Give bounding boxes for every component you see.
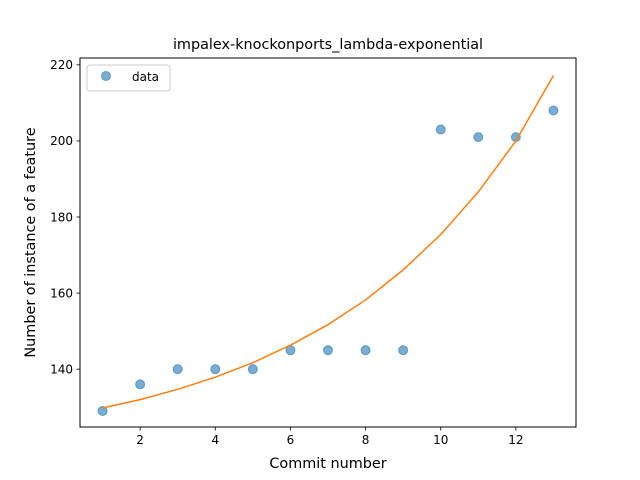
x-tick-label: 2 <box>136 433 144 447</box>
plot-area <box>97 75 559 417</box>
data-point <box>473 132 484 143</box>
data-point <box>135 379 146 390</box>
y-tick-label: 160 <box>50 286 73 300</box>
legend: data <box>86 64 171 92</box>
fit-line <box>102 75 555 409</box>
legend-marker-data <box>101 71 111 81</box>
data-point <box>398 345 409 356</box>
data-point <box>435 124 446 135</box>
x-tick-label: 12 <box>508 433 523 447</box>
y-tick-label: 140 <box>50 362 73 376</box>
y-tick-label: 180 <box>50 210 73 224</box>
data-point <box>172 364 183 375</box>
y-axis-label: Number of instance of a feature <box>23 127 39 357</box>
x-tick-label: 8 <box>362 433 370 447</box>
data-point <box>210 364 221 375</box>
axis-ticks: 2 4 6 8 10 12 140 160 180 200 220 <box>50 58 523 447</box>
data-point <box>97 406 108 417</box>
y-tick-label: 200 <box>50 134 73 148</box>
x-tick-label: 4 <box>211 433 219 447</box>
legend-label-data: data <box>132 70 159 84</box>
x-axis-label: Commit number <box>269 456 386 472</box>
data-point <box>548 105 559 116</box>
data-point <box>247 364 258 375</box>
axes-frame <box>79 57 577 428</box>
data-point <box>323 345 333 356</box>
x-tick-label: 10 <box>433 433 448 447</box>
data-point <box>360 345 371 356</box>
chart-title: impalex-knockonports_lambda-exponential <box>173 37 483 53</box>
x-tick-label: 6 <box>287 433 295 447</box>
y-tick-label: 220 <box>50 58 73 72</box>
